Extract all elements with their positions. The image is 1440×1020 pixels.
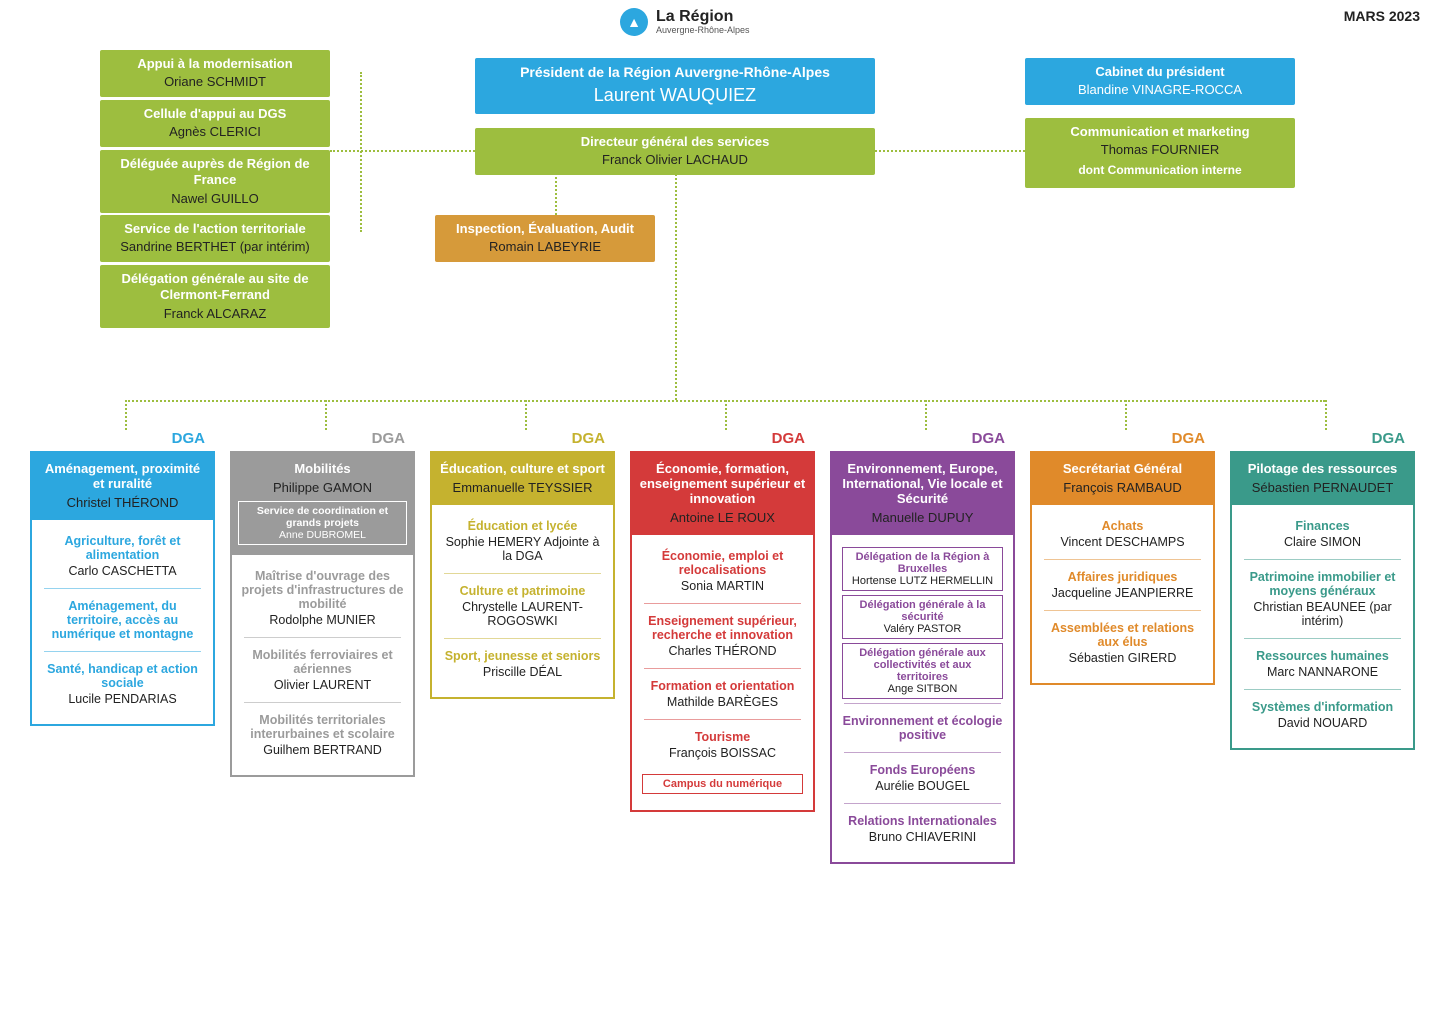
dga-dept: Aménagement, du territoire, accès au num… — [38, 593, 207, 647]
cabinet-box: Cabinet du président Blandine VINAGRE-RO… — [1025, 58, 1295, 105]
support-box-4: Délégation générale au site de Clermont-… — [100, 265, 330, 328]
dga-col-4: DGA Environnement, Europe, International,… — [830, 430, 1015, 864]
dga-dept: Fonds EuropéensAurélie BOUGEL — [838, 757, 1007, 799]
logo-icon: ▲ — [620, 8, 648, 36]
region-logo: ▲ La Région Auvergne-Rhône-Alpes — [620, 8, 750, 36]
dga-dept: Environnement et écologie positive — [838, 708, 1007, 748]
dga-dept: Systèmes d'informationDavid NOUARD — [1238, 694, 1407, 736]
dga-head: Environnement, Europe, International, Vi… — [830, 451, 1015, 535]
dga-head: Éducation, culture et sportEmmanuelle TE… — [430, 451, 615, 505]
dga-body: Délégation de la Région à BruxellesHorte… — [830, 535, 1015, 864]
dga-col-2: DGA Éducation, culture et sportEmmanuelle… — [430, 430, 615, 699]
dga-col-5: DGASecrétariat GénéralFrançois RAMBAUDAc… — [1030, 430, 1215, 685]
dga-head: Secrétariat GénéralFrançois RAMBAUD — [1030, 451, 1215, 505]
support-box-1: Cellule d'appui au DGSAgnès CLERICI — [100, 100, 330, 147]
dga-dept: Économie, emploi et relocalisationsSonia… — [638, 543, 807, 599]
dga-label: DGA — [830, 430, 1015, 447]
dga-label: DGA — [430, 430, 615, 447]
dga-dept: Enseignement supérieur, recherche et inn… — [638, 608, 807, 664]
communication-box: Communication et marketing Thomas FOURNI… — [1025, 118, 1295, 188]
logo-subtitle: Auvergne-Rhône-Alpes — [656, 25, 750, 35]
dga-dept: FinancesClaire SIMON — [1238, 513, 1407, 555]
dga-body: Économie, emploi et relocalisationsSonia… — [630, 535, 815, 812]
inspection-box: Inspection, Évaluation, Audit Romain LAB… — [435, 215, 655, 262]
dga-tailbox: Campus du numérique — [642, 774, 803, 794]
dga-subbox: Délégation de la Région à BruxellesHorte… — [842, 547, 1003, 591]
dga-dept: Patrimoine immobilier et moyens généraux… — [1238, 564, 1407, 634]
dga-subbox: Délégation générale à la sécuritéValéry … — [842, 595, 1003, 639]
dga-dept: Mobilités ferroviaires et aériennesOlivi… — [238, 642, 407, 698]
dga-dept: Éducation et lycéeSophie HEMERY Adjointe… — [438, 513, 607, 569]
dga-dept: Assemblées et relations aux élusSébastie… — [1038, 615, 1207, 671]
president-box: Président de la Région Auvergne-Rhône-Al… — [475, 58, 875, 114]
dga-dept: Santé, handicap et action socialeLucile … — [38, 656, 207, 712]
dga-body: Éducation et lycéeSophie HEMERY Adjointe… — [430, 505, 615, 699]
dga-body: Agriculture, forêt et alimentationCarlo … — [30, 520, 215, 726]
dga-label: DGA — [630, 430, 815, 447]
dga-col-0: DGA Aménagement, proximité et ruralitéChr… — [30, 430, 215, 726]
support-box-2: Déléguée auprès de Région de FranceNawel… — [100, 150, 330, 213]
dga-dept: Maîtrise d'ouvrage des projets d'infrast… — [238, 563, 407, 633]
dga-dept: Mobilités territoriales interurbaines et… — [238, 707, 407, 763]
dga-dept: Formation et orientationMathilde BARÈGES — [638, 673, 807, 715]
dga-dept: TourismeFrançois BOISSAC — [638, 724, 807, 766]
dga-col-6: DGA Pilotage des ressourcesSébastien PERN… — [1230, 430, 1415, 750]
dga-label: DGA — [1030, 430, 1215, 447]
date-label: MARS 2023 — [1344, 8, 1420, 24]
dga-head: Économie, formation, enseignement supéri… — [630, 451, 815, 535]
dga-dept: Culture et patrimoineChrystelle LAURENT-… — [438, 578, 607, 634]
dga-dept: Agriculture, forêt et alimentationCarlo … — [38, 528, 207, 584]
dga-dept: Relations InternationalesBruno CHIAVERIN… — [838, 808, 1007, 850]
dga-head: MobilitésPhilippe GAMONService de coordi… — [230, 451, 415, 555]
dga-dept: Ressources humainesMarc NANNARONE — [1238, 643, 1407, 685]
support-box-0: Appui à la modernisationOriane SCHMIDT — [100, 50, 330, 97]
dga-label: DGA — [230, 430, 415, 447]
dga-subbox: Délégation générale aux collectivités et… — [842, 643, 1003, 699]
dgs-box: Directeur général des services Franck Ol… — [475, 128, 875, 175]
dga-body: FinancesClaire SIMON Patrimoine immobilie… — [1230, 505, 1415, 750]
support-box-3: Service de l'action territorialeSandrine… — [100, 215, 330, 262]
dga-label: DGA — [30, 430, 215, 447]
logo-title: La Région — [656, 9, 750, 25]
dga-dept: Affaires juridiquesJacqueline JEANPIERRE — [1038, 564, 1207, 606]
dga-label: DGA — [1230, 430, 1415, 447]
dga-head: Aménagement, proximité et ruralitéChrist… — [30, 451, 215, 520]
dga-col-1: DGA MobilitésPhilippe GAMONService de coo… — [230, 430, 415, 777]
dga-dept: AchatsVincent DESCHAMPS — [1038, 513, 1207, 555]
dga-body: Maîtrise d'ouvrage des projets d'infrast… — [230, 555, 415, 777]
dga-dept: Sport, jeunesse et seniorsPriscille DÉAL — [438, 643, 607, 685]
dga-body: AchatsVincent DESCHAMPS Affaires juridiqu… — [1030, 505, 1215, 685]
dga-col-3: DGA Économie, formation, enseignement sup… — [630, 430, 815, 812]
dga-head: Pilotage des ressourcesSébastien PERNAUD… — [1230, 451, 1415, 505]
